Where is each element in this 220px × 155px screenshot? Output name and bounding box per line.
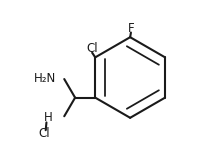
Text: Cl: Cl bbox=[38, 127, 50, 140]
Text: H₂N: H₂N bbox=[34, 72, 57, 85]
Text: Cl: Cl bbox=[86, 42, 98, 55]
Text: F: F bbox=[128, 22, 134, 35]
Text: H: H bbox=[44, 111, 52, 124]
